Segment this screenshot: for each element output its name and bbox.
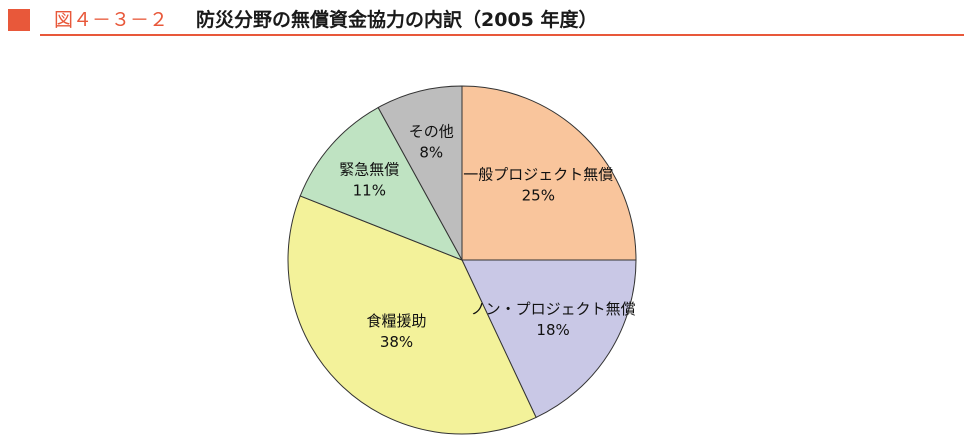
pie-labels: 一般プロジェクト無償 25% ノン・プロジェクト無償 18% 食糧援助 38% 緊急無償 11… (339, 122, 635, 350)
slice-4-name-label: 緊急無償 (339, 160, 399, 178)
slice-2-wedge (461, 259, 637, 419)
slice-3-name-label: 食糧援助 (366, 312, 426, 330)
slice-1-name-label: 一般プロジェクト無償 (463, 166, 613, 184)
slice-1-value-label: 25% (522, 187, 555, 205)
slice-4-wedge (299, 106, 464, 261)
slice-3-wedge (287, 195, 537, 435)
pie-slices (287, 85, 637, 435)
slice-3-value-label: 38% (380, 333, 413, 351)
accent-square-icon (8, 9, 30, 31)
slice-1-wedge (461, 85, 637, 261)
slice-2-value-label: 18% (536, 321, 569, 339)
slice-5-value-label: 8% (419, 143, 443, 161)
slice-4-value-label: 11% (353, 181, 386, 199)
slice-5-name-label: その他 (409, 122, 454, 140)
figure-header: 図４－３－２ 防災分野の無償資金協力の内訳（2005 年度） (0, 0, 972, 44)
slice-5-wedge (377, 85, 463, 261)
header-divider (40, 34, 964, 36)
slice-2-name-label: ノン・プロジェクト無償 (471, 300, 636, 318)
figure-number: 図４－３－２ (54, 9, 169, 31)
figure-title: 防災分野の無償資金協力の内訳（2005 年度） (196, 9, 598, 31)
